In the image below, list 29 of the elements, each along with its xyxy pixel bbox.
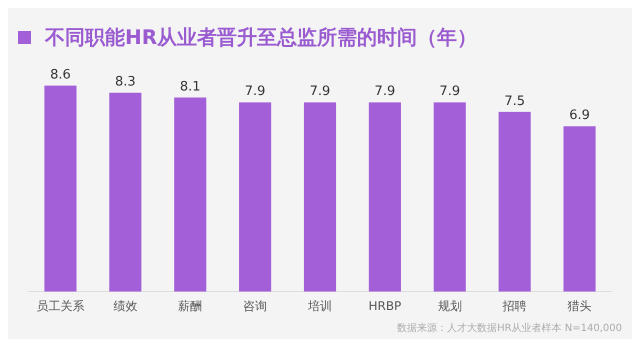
- x-tick-label: 咨询: [243, 298, 268, 313]
- data-label: 7.9: [244, 84, 266, 100]
- x-tick-label: 猎头: [568, 298, 592, 313]
- bar: [434, 102, 466, 292]
- bar: [239, 102, 272, 292]
- x-tick-label: 员工关系: [36, 298, 84, 313]
- source-note: 数据来源：人才大数据HR从业者样本 N=140,000: [397, 322, 622, 335]
- x-tick-label: 绩效: [113, 298, 138, 313]
- bar: [44, 86, 77, 292]
- bar: [498, 112, 531, 292]
- bar: [304, 102, 336, 292]
- x-tick-label: 培训: [307, 298, 332, 313]
- data-label: 6.9: [569, 108, 590, 124]
- data-label: 8.1: [180, 79, 201, 94]
- bar: [563, 126, 596, 292]
- data-label: 7.9: [374, 84, 396, 100]
- data-label: 7.9: [310, 84, 330, 100]
- data-label: 7.9: [439, 84, 460, 100]
- bar: [174, 98, 206, 292]
- data-label: 8.6: [50, 67, 71, 82]
- x-tick-label: 招聘: [502, 298, 527, 313]
- data-label: 8.3: [114, 74, 136, 90]
- x-tick-label: 薪酬: [178, 298, 202, 313]
- x-tick-label: HRBP: [368, 298, 402, 313]
- data-label: 7.5: [504, 94, 526, 109]
- bar: [109, 92, 142, 292]
- bar: [368, 102, 401, 292]
- x-tick-label: 规划: [438, 298, 462, 313]
- chart-title: 不同职能HR从业者晋升至总监所需的时间（年）: [45, 24, 478, 50]
